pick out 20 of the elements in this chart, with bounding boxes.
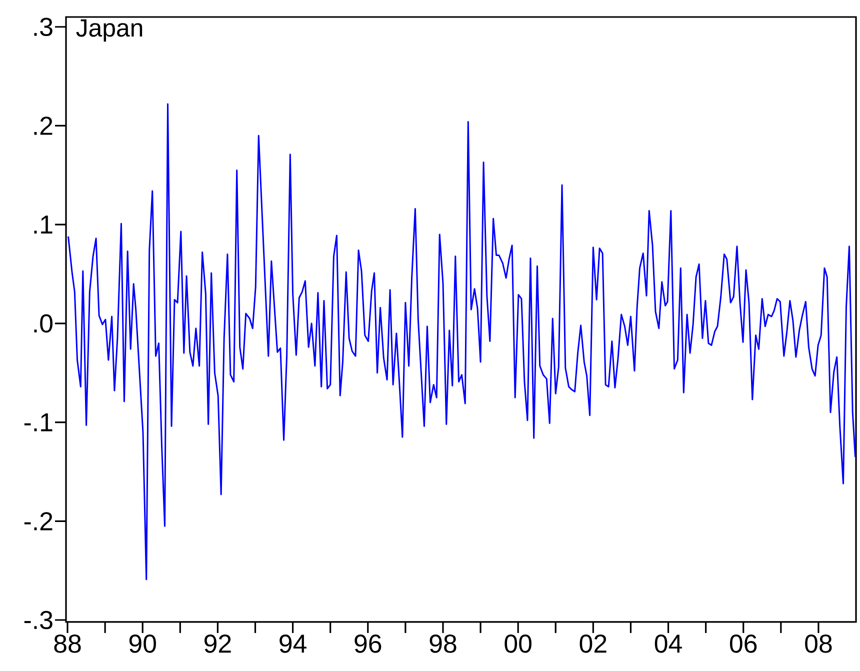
x-tick-label: 94 bbox=[280, 634, 306, 653]
chart-title: Japan bbox=[76, 19, 142, 42]
x-tick-label: 92 bbox=[204, 634, 231, 653]
x-tick-label: 96 bbox=[354, 634, 382, 653]
y-tick-label: .2 bbox=[34, 116, 52, 135]
x-tick-label: 00 bbox=[504, 634, 532, 653]
y-tick-label: .1 bbox=[34, 216, 52, 234]
x-tick-label: 04 bbox=[654, 634, 682, 653]
y-tick-label: -.1 bbox=[24, 413, 52, 432]
y-tick-label: -.3 bbox=[24, 610, 52, 630]
x-tick-label: 88 bbox=[54, 634, 81, 653]
x-tick-label: 08 bbox=[805, 634, 832, 653]
x-tick-label: 06 bbox=[730, 634, 757, 653]
y-tick-label: .3 bbox=[34, 18, 52, 36]
line-series bbox=[68, 103, 856, 580]
x-tick-label: 90 bbox=[129, 634, 156, 653]
y-tick-label: .0 bbox=[34, 314, 52, 333]
x-tick-label: 02 bbox=[580, 634, 606, 653]
y-tick-label: -.2 bbox=[24, 512, 52, 530]
x-tick-label: 98 bbox=[430, 634, 456, 653]
